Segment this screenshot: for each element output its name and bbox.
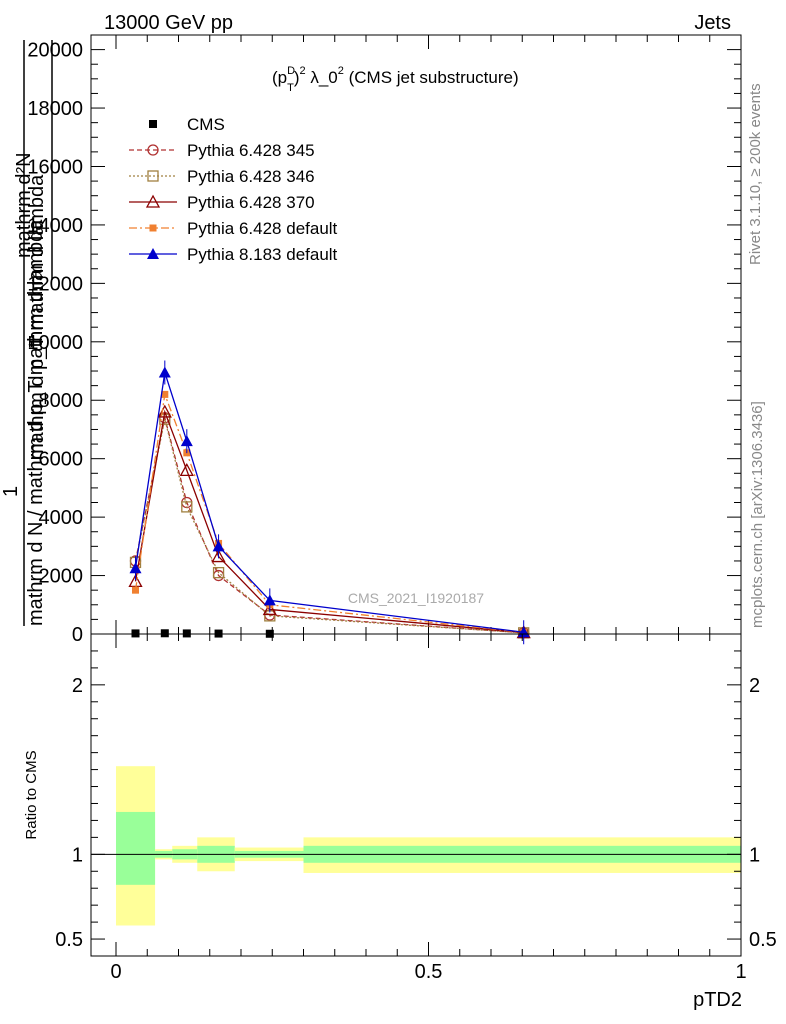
series-point — [129, 562, 142, 574]
header-right: Jets — [694, 12, 731, 34]
ratio-xtick-label: 1 — [735, 961, 746, 983]
main-ytick-label: 18000 — [27, 98, 83, 120]
header-left: 13000 GeV pp — [104, 12, 233, 34]
series-line-4 — [134, 391, 524, 634]
legend-label: Pythia 6.428 345 — [187, 141, 315, 160]
series-line-5 — [134, 372, 524, 633]
ratio-ytick-label-right: 0.5 — [749, 929, 777, 951]
plot-title: (pD T)2 λ_02 (CMS jet substructure) — [272, 65, 519, 94]
legend-marker — [149, 120, 157, 128]
main-ytick-label: 4000 — [39, 507, 84, 529]
ratio-x-axis: 0 0.5 1 — [110, 634, 747, 983]
series-point — [180, 435, 193, 447]
legend-marker — [147, 144, 159, 156]
ratio-ytick-label-left: 2 — [72, 675, 83, 697]
main-ytick-label: 12000 — [27, 273, 83, 295]
series-point — [263, 594, 276, 606]
title-sup1: D — [287, 65, 295, 77]
legend-marker — [147, 170, 159, 182]
legend: CMS Pythia 6.428 345 Pythia 6.428 346 Pythi… — [129, 115, 338, 264]
series-point — [161, 390, 169, 398]
legend-label: Pythia 6.428 346 — [187, 167, 315, 186]
legend-marker — [145, 194, 161, 208]
series-point — [212, 540, 225, 552]
ratio-xtick-label: 0 — [110, 961, 121, 983]
main-y-axis: 0 2000 4000 6000 8000 10000 12000 14000 16000 180… — [27, 40, 741, 646]
ylabel-denominator-lower: mathrm d N / mathrm d p_T mathrm d lambd… — [25, 219, 47, 626]
series-point — [179, 463, 194, 477]
series-point — [131, 629, 140, 638]
ratio-y-axis: 0.5 0.5 1 1 2 2 — [55, 650, 777, 951]
main-ytick-label: 14000 — [27, 215, 83, 237]
title-mid: ) — [294, 68, 300, 87]
title-sub1: T — [287, 82, 294, 94]
legend-label: Pythia 6.428 default — [187, 219, 338, 238]
main-y-label: mathrm d²N mathrm d p_T mathrm d lambda … — [0, 40, 53, 626]
title-post2: (CMS jet substructure) — [344, 68, 519, 87]
main-ytick-label: 10000 — [27, 332, 83, 354]
main-ytick-label: 8000 — [39, 390, 84, 412]
series-point — [262, 602, 277, 616]
legend-label: Pythia 8.183 default — [187, 245, 338, 264]
ratio-xtick-label: 0.5 — [415, 961, 443, 983]
ylabel-one: 1 — [0, 486, 22, 497]
legend-marker — [147, 248, 159, 259]
series-point — [212, 566, 225, 579]
series-point — [181, 501, 193, 513]
series-point — [158, 366, 171, 378]
rivet-label: Rivet 3.1.10, ≥ 200k events — [747, 83, 764, 265]
svg-text:(pDT)2 λ_02 (CMS jet substruct: (pD T)2 λ_02 (CMS jet substructure) — [272, 65, 519, 94]
series-point — [160, 629, 169, 638]
series-point — [132, 586, 139, 594]
legend-label: CMS — [187, 115, 225, 134]
legend-label: Pythia 6.428 370 — [187, 193, 315, 212]
series-point — [211, 549, 226, 563]
main-ytick-label: 2000 — [39, 566, 84, 588]
ratio-ytick-label-right: 2 — [749, 675, 760, 697]
main-ytick-label: 6000 — [39, 449, 84, 471]
ratio-ytick-label-left: 0.5 — [55, 929, 83, 951]
ratio-y-label: Ratio to CMS — [23, 750, 40, 839]
mcplots-label: mcplots.cern.ch [arXiv:1306.3436] — [749, 401, 766, 628]
title-sup3: 2 — [338, 65, 344, 77]
ratio-inner-band — [116, 811, 156, 885]
ratio-ytick-label-right: 1 — [749, 844, 760, 866]
main-ytick-label: 16000 — [27, 156, 83, 178]
legend-marker — [149, 224, 157, 232]
ratio-ytick-label-left: 1 — [72, 844, 83, 866]
x-axis-label: pTD2 — [693, 989, 742, 1011]
title-sup2: 2 — [299, 65, 305, 77]
ylabel-denominator-upper: mathrm d p_T mathrm d lambda — [26, 174, 48, 460]
ratio-plot-frame — [90, 633, 742, 957]
title-post1: λ_0 — [306, 68, 338, 87]
analysis-watermark: CMS_2021_I1920187 — [348, 590, 484, 606]
title-pre: (p — [272, 68, 287, 87]
series-point — [182, 629, 191, 638]
series-line-3 — [134, 409, 524, 634]
main-ytick-label: 0 — [72, 624, 83, 646]
main-ytick-label: 20000 — [27, 40, 83, 62]
ratio-bands — [116, 766, 741, 926]
